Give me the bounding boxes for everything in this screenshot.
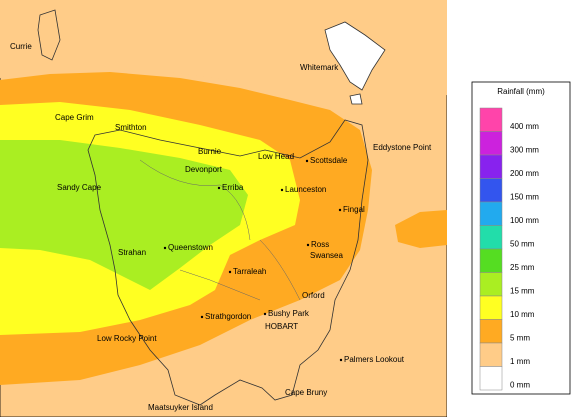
place-label: Burnie [198, 147, 222, 156]
place-dot [338, 208, 342, 212]
legend-swatch [479, 225, 503, 250]
legend-swatch [479, 178, 503, 203]
legend-label: 100 mm [510, 216, 539, 225]
tasmania-coast [87, 119, 369, 406]
legend-title: Rainfall (mm) [497, 87, 545, 96]
place-label: Cape Bruny [285, 388, 327, 397]
place-label: Bushy Park [268, 309, 310, 318]
band-1mm [0, 0, 447, 100]
place-label: Strahan [118, 248, 146, 257]
place-label: Currie [10, 42, 32, 51]
legend-swatch [479, 342, 503, 367]
place-label: Swansea [310, 251, 343, 260]
place-label: Low Head [258, 152, 294, 161]
band-15mm [0, 140, 248, 290]
place-label: Queenstown [168, 243, 213, 252]
king-island [37, 9, 61, 61]
place-label: Eddystone Point [373, 143, 432, 152]
place-label: Erriba [222, 183, 244, 192]
place-label: Maatsuyker Island [148, 403, 213, 412]
flinders-island [324, 21, 386, 91]
place-dot [228, 270, 232, 274]
place-dot [339, 358, 343, 362]
place-dot [200, 315, 204, 319]
legend-label: 0 mm [510, 381, 530, 390]
place-label: Fingal [343, 205, 365, 214]
cape-barren-island [349, 93, 363, 105]
legend-swatch [479, 319, 503, 344]
legend-label: 300 mm [510, 146, 539, 155]
legend-label: 50 mm [510, 240, 535, 249]
place-label: Orford [302, 291, 325, 300]
legend-swatch [479, 154, 503, 179]
legend-swatch [479, 295, 503, 320]
place-dot [217, 186, 221, 190]
boundaries [139, 159, 301, 301]
place-label: Strathgordon [205, 312, 251, 321]
place-label: Ross [311, 240, 329, 249]
legend-label: 150 mm [510, 193, 539, 202]
place-dot [263, 312, 267, 316]
legend-label: 400 mm [510, 122, 539, 131]
legend-label: 15 mm [510, 287, 535, 296]
place-label: Smithton [115, 123, 147, 132]
legend-label: 25 mm [510, 263, 535, 272]
place-label: Scottsdale [310, 156, 348, 165]
place-label: Devonport [185, 165, 223, 174]
place-label: Launceston [285, 185, 326, 194]
place-label: HOBART [265, 322, 298, 331]
place-label: Palmers Lookout [344, 355, 405, 364]
band-5mm-east [395, 210, 447, 248]
legend-swatch [479, 366, 503, 391]
legend-label: 10 mm [510, 310, 535, 319]
place-dot [280, 188, 284, 192]
place-label: Tarraleah [233, 267, 266, 276]
legend-swatch [479, 272, 503, 297]
place-label: Cape Grim [55, 113, 94, 122]
place-label: Whitemark [300, 63, 339, 72]
legend-swatch [479, 248, 503, 273]
legend-label: 5 mm [510, 334, 530, 343]
place-label: Sandy Cape [57, 183, 102, 192]
legend-label: 200 mm [510, 169, 539, 178]
legend-label: 1 mm [510, 357, 530, 366]
legend-swatch [479, 107, 503, 132]
place-dot [305, 159, 309, 163]
place-label: Low Rocky Point [97, 334, 157, 343]
legend-swatch [479, 201, 503, 226]
place-dot [163, 246, 167, 250]
place-dot [306, 243, 310, 247]
legend-swatch [479, 131, 503, 156]
